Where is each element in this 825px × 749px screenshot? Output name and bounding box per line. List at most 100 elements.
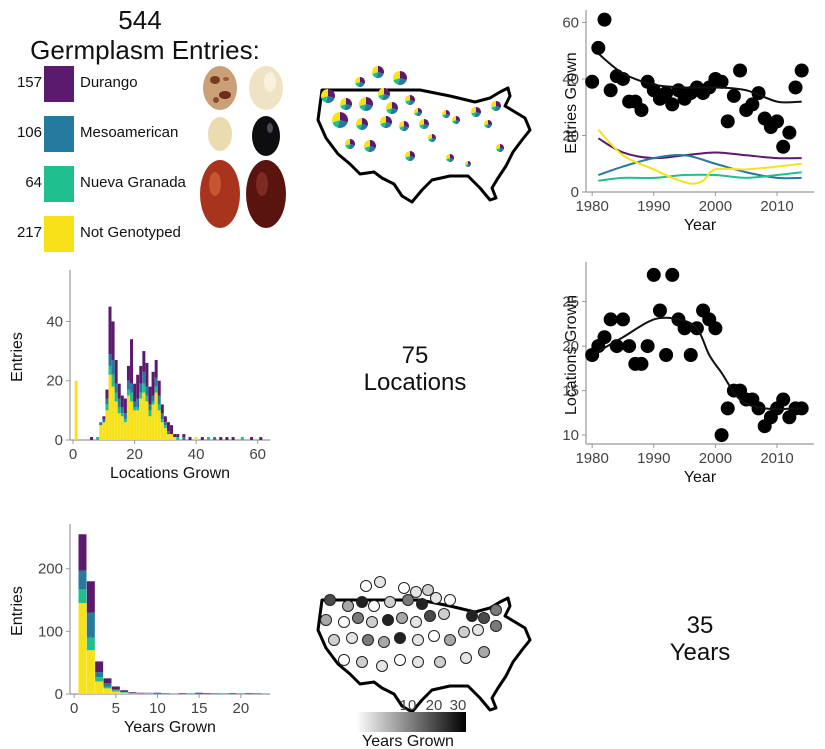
bar-segment-nueva-granada — [154, 386, 158, 393]
pie-slice — [468, 161, 471, 165]
bar-segment-nueva-granada — [133, 407, 137, 411]
x-axis-label: Locations Grown — [110, 465, 230, 482]
map-dot — [368, 600, 380, 612]
pie-slice — [405, 95, 410, 102]
legend-count: 157 — [16, 74, 42, 91]
x-tick-label: 20 — [232, 700, 249, 717]
pie-slice — [484, 124, 488, 128]
y-axis-label: Entries — [9, 586, 26, 636]
pie-glyph — [484, 120, 492, 128]
bar-segment-durango — [145, 362, 149, 387]
pie-slice — [370, 140, 376, 148]
bar-segment-mesoamerican — [151, 395, 155, 402]
pie-slice — [414, 112, 418, 116]
chart-locations-histogram: 0 20 40 60 0 20 40 Locations Grown Entries — [9, 270, 270, 482]
pie-slice — [376, 72, 384, 78]
legend-label: Durango — [80, 74, 138, 91]
pie-slice — [321, 96, 328, 103]
bar-segment-durango — [111, 321, 115, 360]
data-point — [585, 74, 600, 89]
bar-segment-nueva-granada — [157, 404, 161, 411]
bar-segment-not-genotyped — [99, 425, 103, 440]
pie-slice — [416, 112, 422, 116]
data-point — [770, 114, 785, 129]
pie-slice — [355, 82, 360, 87]
bar-segment-not-genotyped — [103, 688, 112, 694]
bar-segment-durango — [188, 437, 192, 440]
map-dot — [396, 612, 408, 624]
bar-segment-durango — [78, 534, 87, 571]
chart-entries-vs-year: 1980 1990 2000 2010 0 20 40 60 Year Entries Grown — [562, 10, 814, 234]
x-tick-label: 2000 — [699, 450, 732, 467]
bar-segment-mesoamerican — [102, 419, 106, 423]
pie-slice — [356, 118, 362, 126]
pie-glyph — [345, 139, 355, 149]
pie-glyph — [496, 144, 504, 152]
series-line-durango — [597, 137, 802, 160]
bar-segment-not-genotyped — [173, 437, 177, 440]
y-tick-label: 20 — [46, 373, 63, 390]
pie-slice — [408, 100, 415, 105]
pie-glyph — [356, 118, 368, 130]
x-tick-label: 60 — [249, 446, 266, 463]
years-label: Years — [669, 639, 731, 666]
legend-label: Nueva Granada — [80, 174, 186, 191]
bar-segment-durango — [139, 365, 143, 384]
pie-glyph — [465, 161, 471, 167]
map-dot — [444, 594, 456, 606]
pie-slice — [414, 108, 418, 114]
colorbar-gradient — [356, 712, 466, 732]
pie-slice — [362, 118, 368, 126]
pie-glyph — [428, 134, 436, 142]
legend-label: Not Genotyped — [80, 224, 181, 241]
bean-nueva-granada-icon — [200, 160, 240, 228]
data-point — [659, 348, 674, 362]
x-tick-label: 20 — [126, 446, 143, 463]
data-point — [745, 97, 760, 112]
pie-slice — [392, 102, 398, 110]
bean-durango-icon — [203, 66, 237, 110]
bar-segment-durango — [126, 365, 130, 381]
y-axis-label: Entries — [9, 332, 26, 382]
map-dot — [438, 608, 450, 620]
bar-segment-mesoamerican — [136, 398, 140, 408]
pie-slice — [476, 107, 481, 114]
legend-item-mesoamerican: 106 Mesoamerican — [0, 116, 200, 152]
bar-segment-not-genotyped — [145, 401, 149, 440]
pie-slice — [386, 108, 392, 114]
x-tick-label: 2010 — [760, 198, 793, 215]
legend-count: 64 — [25, 174, 42, 191]
pie-slice — [345, 139, 350, 146]
bar-segment-nueva-granada — [142, 383, 146, 393]
legend: 157 Durango 106 Mesoamerican 64 Nueva Gr… — [0, 66, 210, 256]
bar-segment-durango — [136, 692, 145, 694]
data-point — [708, 321, 723, 336]
bar-segment-durango — [136, 374, 140, 399]
bar-segment-durango — [102, 416, 106, 420]
bar-segment-not-genotyped — [151, 404, 155, 440]
pie-glyph — [332, 112, 348, 128]
data-point — [603, 83, 618, 98]
pie-slice — [405, 156, 410, 161]
pie-slice — [442, 110, 446, 116]
pie-glyph — [471, 107, 481, 117]
legend-swatch — [44, 66, 74, 102]
bar-segment-mesoamerican — [120, 407, 124, 414]
colorbar-tick: 30 — [450, 698, 467, 714]
bar-segment-not-genotyped — [142, 392, 146, 440]
bean-dark-red-icon — [246, 160, 286, 228]
pie-slice — [424, 119, 429, 126]
bar-segment-not-genotyped — [139, 398, 143, 440]
bar-segment-durango — [182, 434, 186, 438]
pie-slice — [491, 106, 496, 111]
data-point — [640, 339, 655, 354]
x-tick-label: 2000 — [699, 198, 732, 215]
colorbar-tick: 20 — [426, 698, 443, 714]
bar-segment-nueva-granada — [151, 401, 155, 405]
colorbar-title: Years Grown — [362, 733, 454, 749]
bar-segment-not-genotyped — [194, 437, 198, 440]
pie-slice — [359, 97, 366, 107]
pie-slice — [408, 156, 415, 161]
y-tick-label: 20 — [562, 338, 579, 355]
